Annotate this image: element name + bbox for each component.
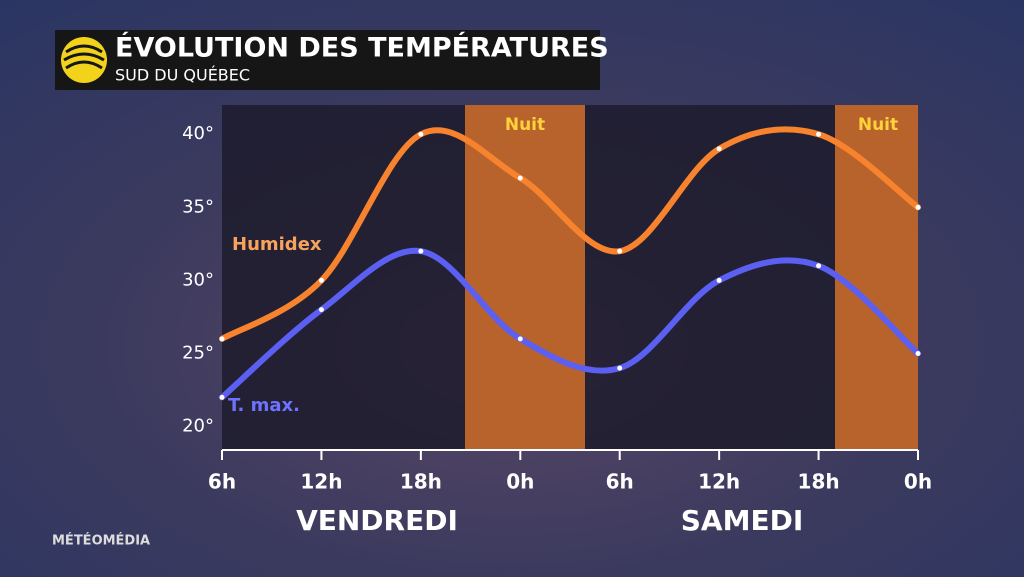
data-point: [318, 277, 324, 283]
chart-subtitle: SUD DU QUÉBEC: [115, 66, 250, 85]
day-label: SAMEDI: [681, 504, 804, 537]
y-tick-label: 20°: [182, 416, 214, 437]
data-point: [318, 307, 324, 313]
night-label: Nuit: [505, 115, 545, 135]
y-tick-label: 40°: [182, 123, 214, 144]
y-tick-label: 35°: [182, 196, 214, 217]
night-band: [835, 105, 918, 450]
logo: [61, 37, 107, 83]
y-tick-label: 25°: [182, 343, 214, 364]
x-tick-label: 18h: [798, 470, 840, 494]
chart-title: ÉVOLUTION DES TEMPÉRATURES: [115, 32, 609, 64]
data-point: [219, 336, 225, 342]
series-line: [219, 126, 921, 342]
data-point: [716, 146, 722, 152]
data-point: [617, 248, 623, 254]
data-point: [617, 365, 623, 371]
data-point: [915, 204, 921, 210]
data-point: [219, 394, 225, 400]
x-tick-label: 0h: [506, 470, 534, 494]
data-point: [915, 351, 921, 357]
x-tick-label: 18h: [400, 470, 442, 494]
data-point: [816, 263, 822, 269]
data-point: [418, 131, 424, 137]
data-point: [816, 131, 822, 137]
y-tick-label: 30°: [182, 269, 214, 290]
title-box: [55, 30, 600, 90]
x-tick-label: 12h: [300, 470, 342, 494]
data-point: [517, 175, 523, 181]
x-tick-label: 0h: [904, 470, 932, 494]
series-label: T. max.: [228, 395, 300, 416]
x-tick-label: 6h: [208, 470, 236, 494]
night-band: [465, 105, 585, 450]
data-point: [418, 248, 424, 254]
brand: MÉTÉOMÉDIA: [52, 533, 150, 549]
data-point: [716, 277, 722, 283]
data-point: [517, 336, 523, 342]
day-label: VENDREDI: [296, 504, 458, 537]
x-tick-label: 12h: [698, 470, 740, 494]
series-line: [219, 247, 921, 401]
x-tick-label: 6h: [606, 470, 634, 494]
logo-mark: [63, 44, 105, 70]
night-label: Nuit: [858, 115, 898, 135]
series-label: Humidex: [232, 234, 322, 255]
